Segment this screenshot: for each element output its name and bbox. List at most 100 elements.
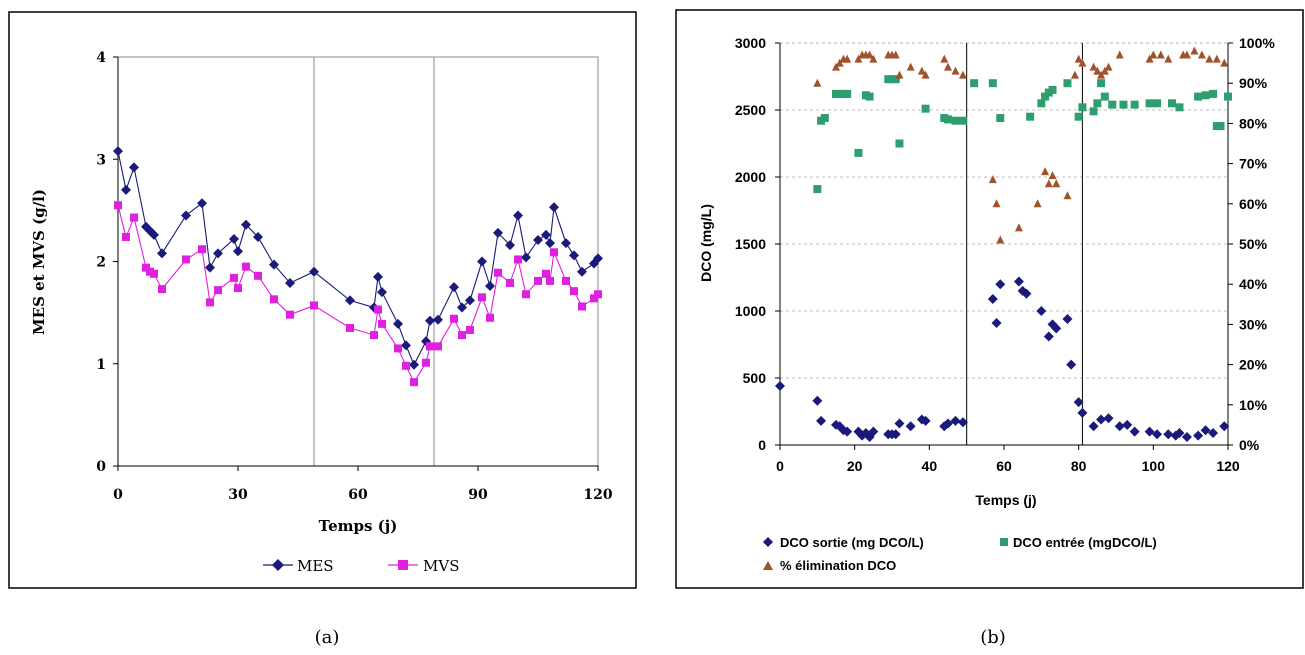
chart-b-point-dco-sortie [1021, 288, 1032, 299]
legend-label-mvs: MVS [423, 557, 459, 575]
chart-b-point-dco-sortie [775, 381, 785, 392]
chart-b-point-elimination [1212, 54, 1221, 63]
chart-a-point-mes [113, 146, 123, 157]
chart-b-point-dco-entree [958, 116, 967, 125]
chart-a-point-mes [401, 340, 411, 351]
chart-b-point-dco-entree [1037, 99, 1046, 108]
chart-a-point-mvs [234, 284, 242, 293]
caption-a: (a) [315, 627, 340, 648]
chart-a-point-mes [121, 184, 131, 195]
chart-a-point-mes [477, 256, 487, 267]
chart-a-point-mes [577, 266, 587, 277]
chart-b-point-elimination [1070, 70, 1079, 79]
chart-a-point-mes [345, 295, 355, 306]
chart-b-point-dco-sortie [995, 279, 1006, 290]
chart-b-point-dco-sortie [1129, 426, 1140, 437]
chart-b-y2-tick-label: 80% [1239, 115, 1268, 131]
chart-a-point-mvs [114, 201, 122, 210]
chart-b-point-elimination [1048, 171, 1057, 180]
chart-b-y2-tick-label: 90% [1239, 75, 1268, 91]
chart-a-point-mvs [242, 262, 250, 271]
chart-a-point-mes [493, 227, 503, 238]
chart-b-point-dco-entree [843, 89, 852, 98]
chart-a-x-axis-title: Temps (j) [319, 517, 398, 535]
chart-b-point-dco-sortie [1051, 323, 1062, 334]
chart-b-series [775, 46, 1232, 442]
chart-b-point-dco-entree [1089, 107, 1098, 116]
chart-a-point-mvs [434, 342, 442, 351]
chart-a-point-mes [561, 238, 571, 249]
chart-b-y-tick-label: 500 [743, 370, 767, 386]
chart-a-point-mvs [402, 361, 410, 370]
chart-a-point-mvs [270, 295, 278, 304]
chart-a-x-tick-label: 60 [348, 487, 368, 503]
chart-a-x-tick-label: 90 [468, 487, 488, 503]
chart-b-point-dco-sortie [1122, 419, 1133, 430]
chart-b-point-dco-entree [951, 116, 960, 125]
chart-b-y-axis-title: DCO (mg/L) [698, 204, 714, 282]
chart-a-point-mes [241, 219, 251, 230]
chart-b-point-dco-sortie [1088, 421, 1099, 432]
chart-b-point-elimination [1182, 50, 1191, 59]
legend-marker-elimination [763, 561, 773, 570]
chart-b-point-dco-entree [1175, 103, 1184, 112]
caption-b: (b) [980, 627, 1006, 648]
chart-b-point-dco-sortie [1062, 314, 1073, 325]
chart-b-point-dco-sortie [987, 293, 998, 304]
chart-b-y2-tick-label: 20% [1239, 357, 1268, 373]
chart-b-x-tick-label: 100 [1142, 458, 1166, 474]
chart-a-y-tick-label: 4 [96, 50, 106, 66]
chart-b-point-elimination [1190, 46, 1199, 55]
chart-b-point-dco-entree [854, 148, 863, 157]
chart-b-point-dco-entree [944, 115, 952, 124]
chart-b-point-dco-entree [1063, 79, 1072, 88]
chart-a-point-mvs [514, 255, 522, 264]
chart-a-point-mes [377, 287, 387, 298]
chart-b-point-dco-sortie [1152, 429, 1163, 440]
chart-b-point-elimination [988, 175, 997, 184]
chart-b-y2-tick-label: 100% [1239, 35, 1275, 51]
chart-b-point-dco-entree [996, 114, 1005, 123]
chart-a-point-mvs [466, 326, 474, 335]
chart-b-point-elimination [944, 62, 952, 71]
chart-a-point-mvs [522, 290, 530, 299]
chart-b-point-elimination [1041, 167, 1050, 176]
chart-b-point-elimination [917, 66, 926, 75]
chart-b-point-elimination [865, 50, 874, 59]
chart-a-point-mes [433, 314, 443, 325]
chart-a-point-mes [425, 315, 435, 326]
chart-a-point-mvs [182, 255, 190, 264]
chart-b-frame [675, 9, 1304, 589]
chart-b-y2-tick-label: 40% [1239, 276, 1268, 292]
chart-b-point-elimination [843, 54, 852, 63]
chart-b-y2-tick-label: 30% [1239, 316, 1268, 332]
chart-b-point-dco-entree [820, 114, 829, 123]
chart-a-x-tick-label: 0 [113, 487, 123, 503]
chart-b-point-dco-sortie [957, 417, 968, 428]
chart-b-y-tick-label: 0 [758, 437, 766, 453]
legend-label-mes: MES [297, 557, 334, 575]
chart-b-y-tick-label: 1000 [735, 303, 766, 319]
chart-a-point-mes [229, 234, 239, 245]
chart-a: 0 1 2 3 4 0 30 60 90 120 MES et MVS (g/l) Temps (… [30, 50, 613, 575]
chart-b-point-dco-sortie [1144, 426, 1155, 437]
chart-b-point-dco-sortie [1066, 359, 1077, 370]
chart-b-point-dco-sortie [1073, 397, 1084, 408]
chart-a-frame [8, 11, 637, 589]
chart-b-point-dco-sortie [1219, 421, 1230, 432]
chart-b-point-dco-sortie [1077, 407, 1088, 418]
chart-a-x-tick-label: 30 [228, 487, 248, 503]
chart-b-point-dco-entree [865, 92, 874, 101]
chart-b-point-elimination [854, 54, 863, 63]
chart-a-point-mes [449, 282, 459, 293]
chart-a-point-mvs [214, 286, 222, 295]
chart-b-point-dco-sortie [950, 415, 961, 426]
chart-b-point-elimination [921, 70, 930, 79]
chart-b-point-dco-entree [1041, 92, 1050, 101]
chart-b-point-dco-sortie [842, 426, 853, 437]
chart-a-point-mvs [198, 245, 206, 254]
chart-a-point-mvs [458, 331, 466, 340]
chart-b-point-elimination [940, 54, 949, 63]
chart-a-point-mvs [546, 276, 554, 285]
chart-a-point-mes [309, 266, 319, 277]
